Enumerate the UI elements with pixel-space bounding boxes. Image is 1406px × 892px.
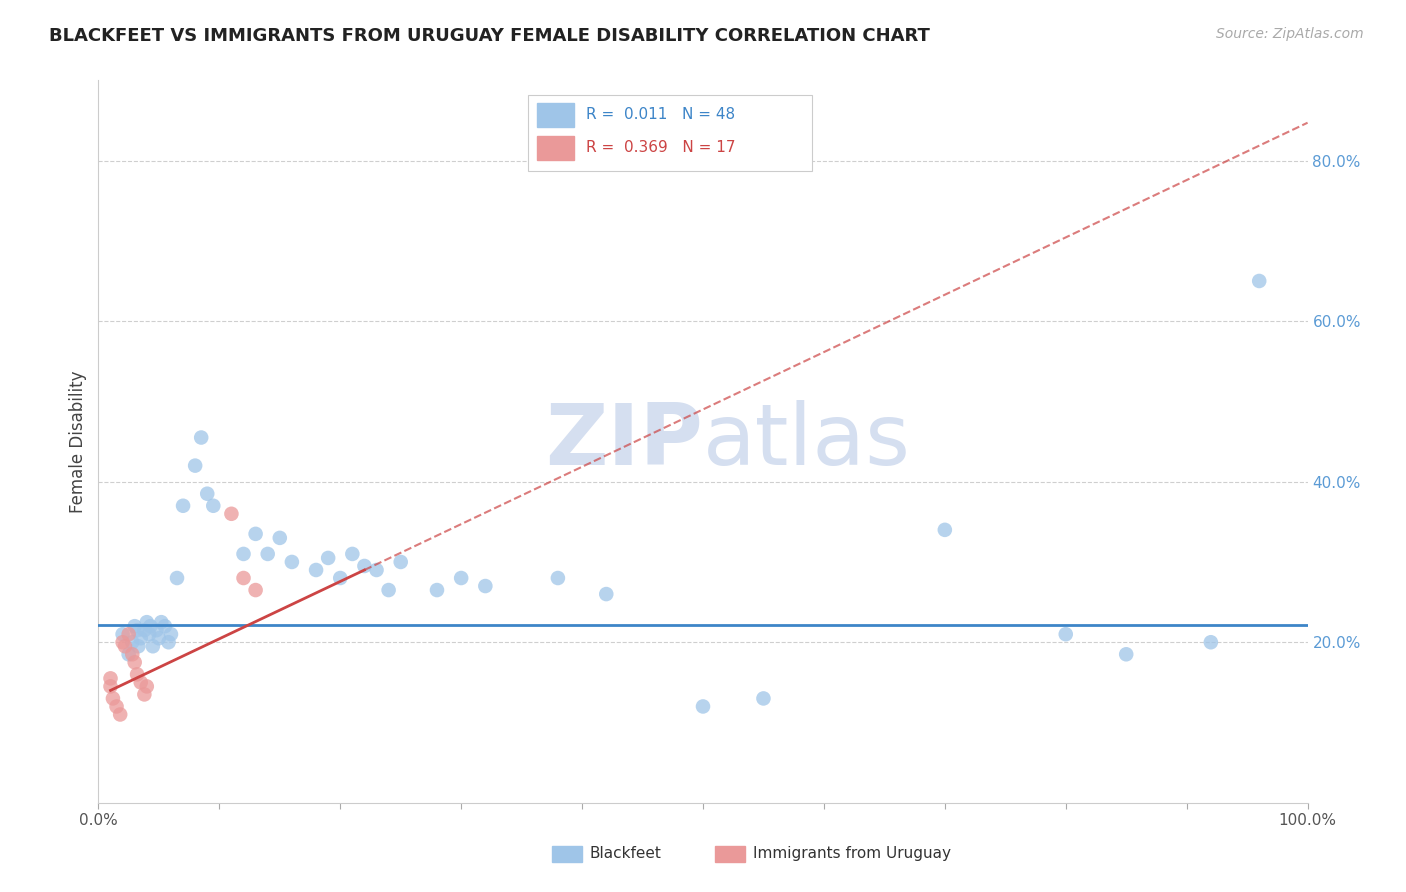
Point <box>232 547 254 561</box>
Point <box>124 655 146 669</box>
Point <box>595 587 617 601</box>
Point <box>547 571 569 585</box>
Point <box>101 691 124 706</box>
Point <box>138 627 160 641</box>
Point <box>232 571 254 585</box>
Point <box>142 639 165 653</box>
Point <box>118 648 141 662</box>
Point <box>329 571 352 585</box>
Text: Source: ZipAtlas.com: Source: ZipAtlas.com <box>1216 27 1364 41</box>
Point <box>190 430 212 444</box>
Text: ZIP: ZIP <box>546 400 703 483</box>
Point <box>100 671 122 685</box>
Point <box>474 579 496 593</box>
Point <box>305 563 328 577</box>
Point <box>353 558 375 574</box>
Point <box>160 627 183 641</box>
Point <box>150 615 173 630</box>
Point <box>1249 274 1271 288</box>
Text: BLACKFEET VS IMMIGRANTS FROM URUGUAY FEMALE DISABILITY CORRELATION CHART: BLACKFEET VS IMMIGRANTS FROM URUGUAY FEM… <box>49 27 931 45</box>
Bar <box>537 103 574 128</box>
Point <box>245 526 267 541</box>
Point <box>129 632 152 646</box>
Bar <box>537 136 574 160</box>
Point <box>100 680 122 694</box>
Point <box>269 531 291 545</box>
Point <box>111 635 134 649</box>
Point <box>195 486 218 500</box>
Point <box>221 507 243 521</box>
Point <box>145 623 167 637</box>
Point <box>157 635 180 649</box>
Point <box>166 571 188 585</box>
Point <box>256 547 278 561</box>
Point <box>134 687 156 701</box>
Point <box>172 499 194 513</box>
Text: atlas: atlas <box>703 400 911 483</box>
Point <box>389 555 412 569</box>
Point <box>134 623 156 637</box>
Point <box>202 499 225 513</box>
Point <box>450 571 472 585</box>
Point <box>124 619 146 633</box>
Point <box>127 667 149 681</box>
Point <box>342 547 364 561</box>
Text: Immigrants from Uruguay: Immigrants from Uruguay <box>752 846 950 861</box>
Point <box>752 691 775 706</box>
Point <box>127 639 149 653</box>
Point <box>377 583 399 598</box>
Point <box>118 627 141 641</box>
Point <box>692 699 714 714</box>
Point <box>135 680 157 694</box>
Point <box>1054 627 1077 641</box>
Point <box>114 639 136 653</box>
Point <box>934 523 956 537</box>
Point <box>184 458 207 473</box>
Point <box>426 583 449 598</box>
Point <box>366 563 388 577</box>
Point <box>245 583 267 598</box>
Point <box>111 627 134 641</box>
Point <box>129 675 152 690</box>
Y-axis label: Female Disability: Female Disability <box>69 370 87 513</box>
Point <box>135 615 157 630</box>
Point <box>1199 635 1222 649</box>
Point <box>121 635 143 649</box>
Point <box>1115 648 1137 662</box>
Point <box>139 619 162 633</box>
Text: Blackfeet: Blackfeet <box>589 846 661 861</box>
Point <box>148 632 170 646</box>
Point <box>281 555 304 569</box>
FancyBboxPatch shape <box>527 95 811 170</box>
Bar <box>716 847 745 862</box>
Point <box>121 648 143 662</box>
Bar <box>551 847 582 862</box>
Point <box>108 707 131 722</box>
Text: R =  0.011   N = 48: R = 0.011 N = 48 <box>586 107 735 122</box>
Point <box>127 623 149 637</box>
Point <box>105 699 128 714</box>
Point <box>316 550 339 566</box>
Point <box>153 619 176 633</box>
Text: R =  0.369   N = 17: R = 0.369 N = 17 <box>586 140 735 155</box>
